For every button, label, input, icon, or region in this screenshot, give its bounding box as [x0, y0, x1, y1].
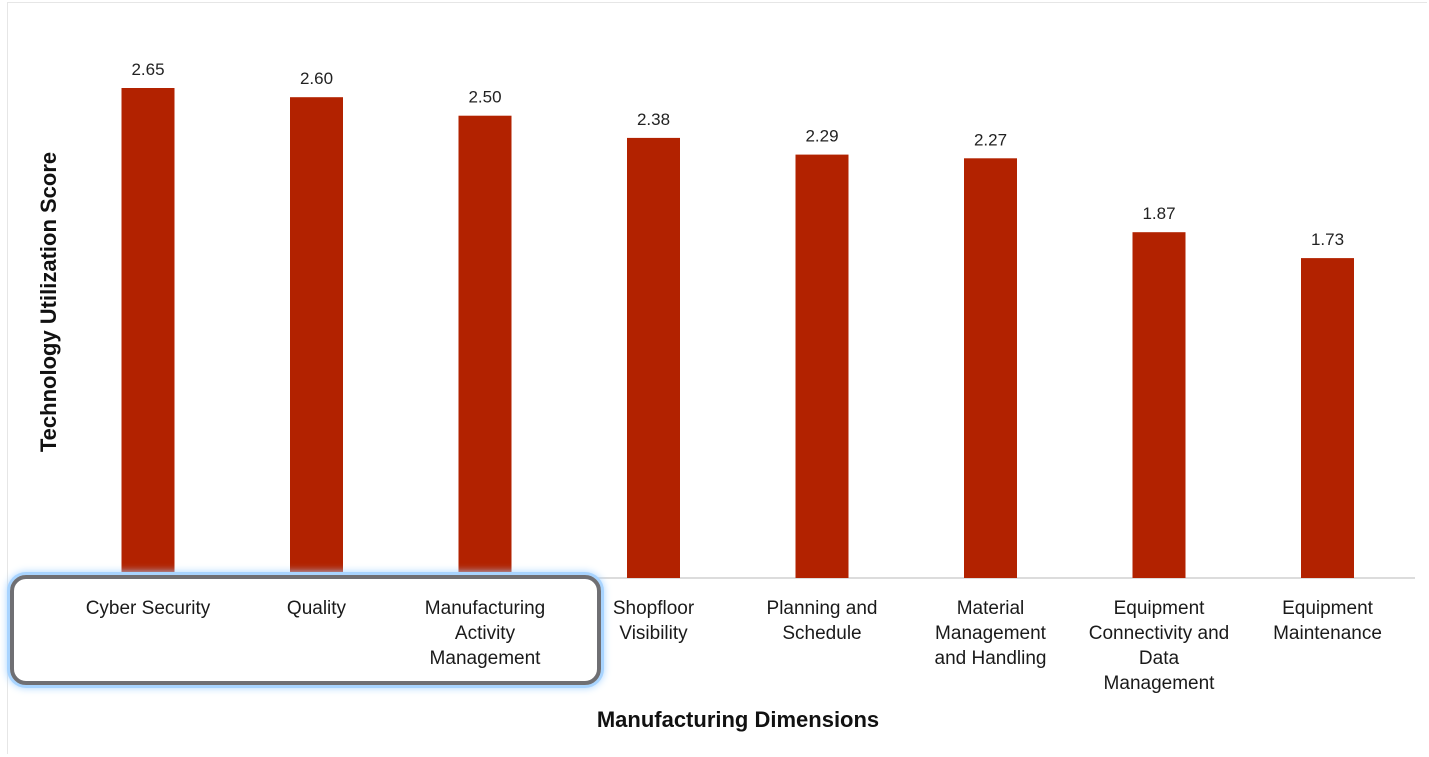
- bars-layer: [121, 88, 1354, 579]
- category-label-4: Shopfloor Visibility: [613, 598, 695, 644]
- chart-frame: [7, 2, 1427, 754]
- bar-6: [964, 158, 1017, 579]
- category-label-line: Material: [957, 598, 1025, 619]
- value-label-5: 2.29: [805, 127, 838, 146]
- x-axis-title: Manufacturing Dimensions: [597, 707, 879, 732]
- category-label-line: Management: [1104, 673, 1216, 694]
- bar-2: [290, 97, 343, 578]
- category-label-line: Planning and: [767, 598, 878, 619]
- category-label-5: Planning and Schedule: [767, 598, 878, 644]
- value-label-1: 2.65: [131, 60, 164, 79]
- category-label-line: Activity: [455, 623, 516, 644]
- category-label-line: Management: [935, 623, 1047, 644]
- category-label-3: Manufacturing Activity Management: [425, 598, 545, 669]
- category-label-line: Management: [430, 648, 542, 669]
- category-label-line: Data: [1139, 648, 1180, 669]
- category-label-line: Visibility: [619, 623, 688, 644]
- bar-4: [627, 137, 680, 578]
- category-label-line: Shopfloor: [613, 598, 695, 619]
- category-label-line: Equipment: [1114, 598, 1206, 619]
- value-label-3: 2.50: [468, 88, 501, 107]
- value-label-6: 2.27: [974, 130, 1007, 149]
- category-label-line: Quality: [287, 598, 347, 619]
- category-label-1: Cyber Security: [86, 598, 211, 619]
- bar-3: [458, 115, 512, 578]
- value-label-4: 2.38: [637, 110, 670, 129]
- value-labels-layer: 2.65 2.60 2.50 2.38 2.29 2.27 1.87 1.73: [131, 60, 1344, 249]
- category-label-line: Cyber Security: [86, 598, 211, 619]
- category-label-line: Connectivity and: [1089, 623, 1229, 644]
- category-label-line: Manufacturing: [425, 598, 545, 619]
- category-label-8: Equipment Maintenance: [1273, 598, 1382, 644]
- category-label-2: Quality: [287, 598, 347, 619]
- category-label-line: and Handling: [935, 648, 1047, 669]
- y-axis-title: Technology Utilization Score: [36, 152, 61, 452]
- bar-5: [795, 154, 849, 578]
- category-label-line: Schedule: [782, 623, 861, 644]
- value-label-2: 2.60: [300, 69, 333, 88]
- bar-7: [1132, 232, 1186, 578]
- category-label-line: Equipment: [1282, 598, 1374, 619]
- category-labels-layer: Cyber Security Quality Manufacturing Activi…: [86, 598, 1382, 694]
- bar-1: [121, 88, 175, 578]
- value-label-8: 1.73: [1311, 230, 1344, 249]
- bar-8: [1301, 258, 1354, 578]
- category-label-line: Maintenance: [1273, 623, 1382, 644]
- category-label-7: Equipment Connectivity and Data Management: [1089, 598, 1229, 694]
- value-label-7: 1.87: [1142, 204, 1175, 223]
- category-label-6: Material Management and Handling: [935, 598, 1047, 669]
